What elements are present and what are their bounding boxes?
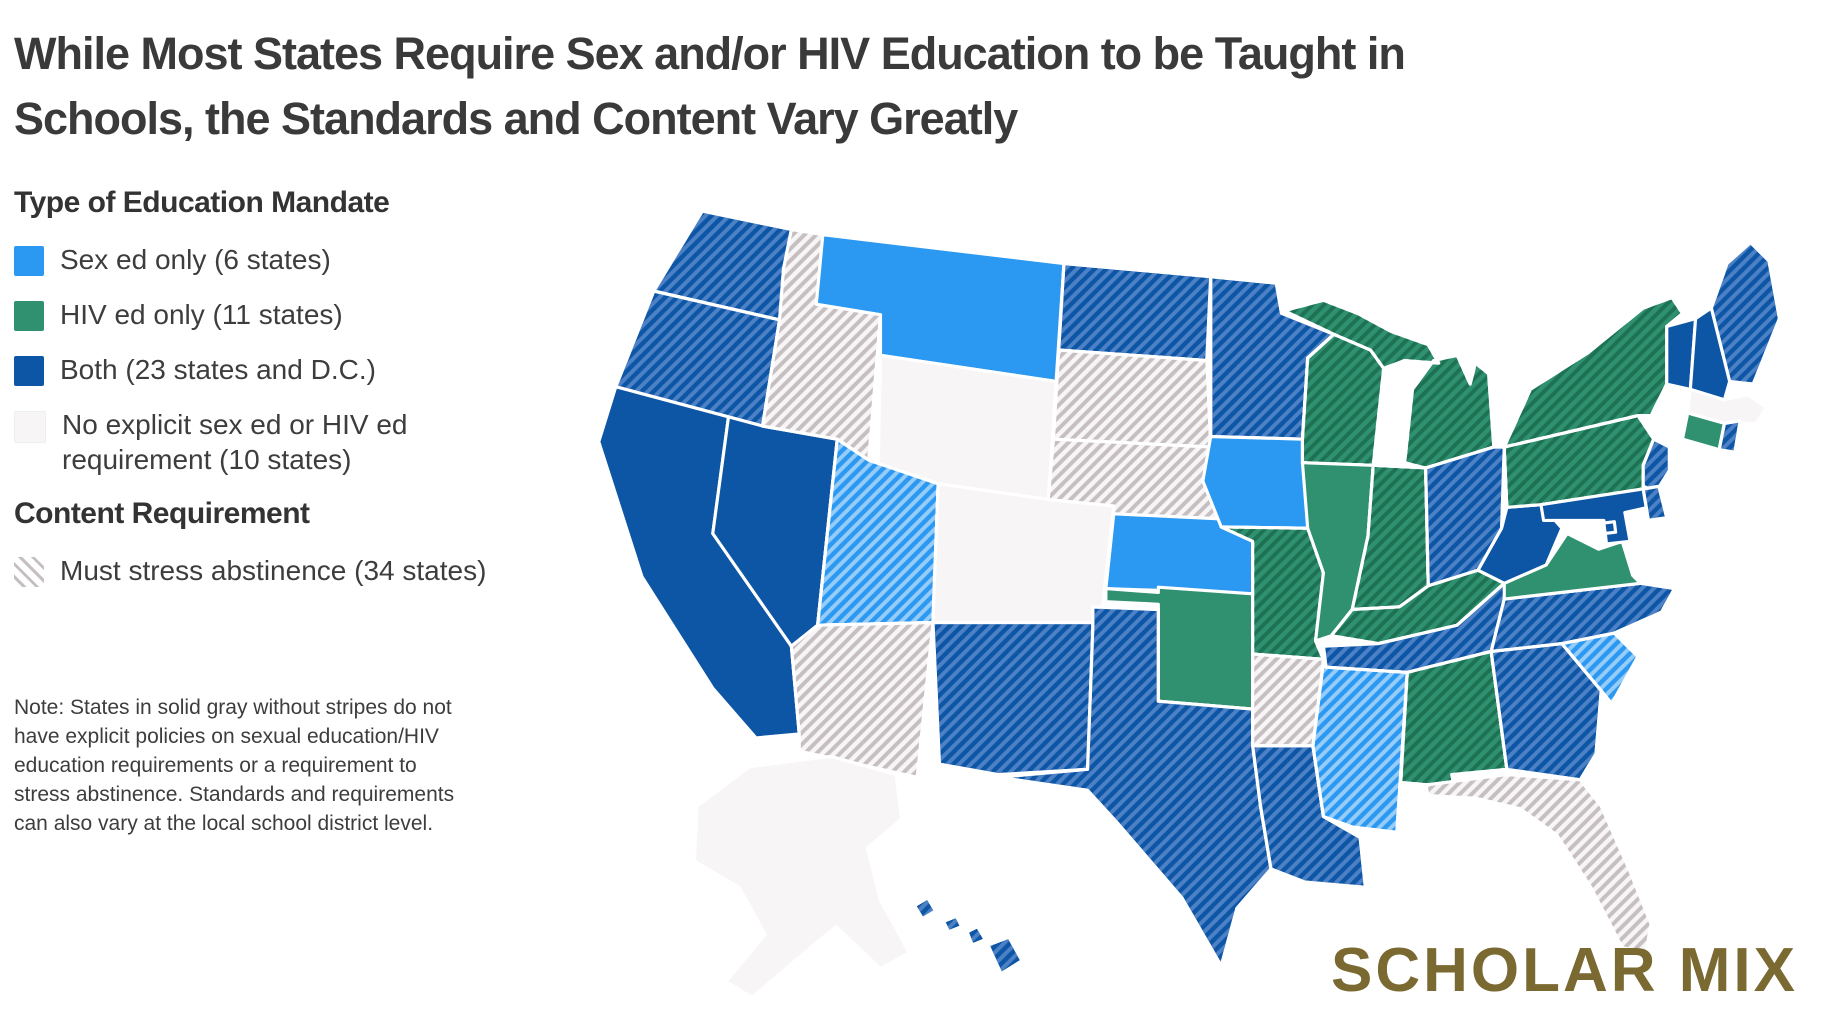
sex-ed-only-label: Sex ed only (6 states) bbox=[60, 244, 331, 275]
state-stripes-KY bbox=[1331, 570, 1505, 644]
hiv-ed-only-swatch bbox=[14, 301, 44, 331]
state-stripes-ID bbox=[762, 229, 881, 461]
scholar-mix-logo: SCHOLAR MIX bbox=[1331, 936, 1798, 1005]
legend-item-hiv-ed-only: HIV ed only (11 states) bbox=[14, 297, 534, 332]
state-AK bbox=[692, 754, 911, 999]
state-stripes-SC bbox=[1561, 633, 1638, 704]
abstinence-hatch-swatch bbox=[14, 557, 44, 587]
legend-mandate-header: Type of Education Mandate bbox=[14, 186, 390, 219]
state-outline-DE bbox=[1641, 484, 1669, 522]
legend-item-both: Both (23 states and D.C.) bbox=[14, 352, 534, 387]
state-stripes-MN bbox=[1210, 276, 1334, 440]
state-stripes-LA bbox=[1252, 745, 1366, 888]
legend-content-header: Content Requirement bbox=[14, 497, 310, 530]
footnote: Note: States in solid gray without strip… bbox=[14, 696, 455, 835]
sex-ed-only-swatch bbox=[14, 246, 44, 276]
state-outline-NY bbox=[1502, 296, 1685, 449]
no-requirement-label: No explicit sex ed or HIV ed requirement… bbox=[62, 409, 408, 475]
state-IA bbox=[1201, 434, 1318, 530]
state-stripes-NC bbox=[1491, 583, 1675, 652]
state-outline-FL bbox=[1424, 773, 1653, 955]
state-stripes-NM bbox=[932, 622, 1101, 775]
abstinence-label: Must stress abstinence (34 states) bbox=[60, 555, 487, 586]
state-stripes-ME bbox=[1711, 242, 1780, 385]
state-stripes-WI bbox=[1302, 334, 1384, 466]
state-stripes-WA bbox=[653, 211, 792, 320]
state-stripes-MS bbox=[1312, 661, 1408, 833]
state-stripes-ND bbox=[1058, 263, 1211, 361]
state-outline-NC bbox=[1489, 581, 1677, 654]
legend-item-abstinence: Must stress abstinence (34 states) bbox=[14, 553, 534, 588]
state-DC bbox=[1602, 520, 1618, 536]
legend: Type of Education Mandate Sex ed only (6… bbox=[14, 186, 534, 608]
state-outline-TX bbox=[996, 605, 1273, 968]
state-outline-ME bbox=[1709, 241, 1782, 386]
state-stripes-NY bbox=[1504, 297, 1683, 448]
state-stripes-NE bbox=[1048, 439, 1253, 521]
state-stripes-SD bbox=[1053, 350, 1211, 448]
no-requirement-swatch bbox=[14, 411, 46, 443]
state-stripes-AL bbox=[1400, 651, 1507, 791]
legend-item-no-requirement: No explicit sex ed or HIV ed requirement… bbox=[14, 407, 534, 477]
state-stripes-MI bbox=[1284, 300, 1494, 468]
us-map-svg bbox=[597, 209, 1782, 999]
state-outline-RI bbox=[1717, 419, 1742, 454]
state-stripes-TX bbox=[998, 606, 1272, 966]
state-stripes-MO bbox=[1221, 526, 1324, 660]
both-swatch bbox=[14, 356, 44, 386]
state-stripes-AZ bbox=[791, 622, 933, 778]
state-outline-HI bbox=[912, 896, 1024, 976]
state-stripes-AR bbox=[1252, 654, 1324, 746]
state-stripes-GA bbox=[1491, 643, 1602, 780]
page-title: While Most States Require Sex and/or HIV… bbox=[14, 28, 1406, 144]
both-label: Both (23 states and D.C.) bbox=[60, 354, 376, 385]
state-stripes-OH bbox=[1425, 447, 1505, 586]
legend-item-sex-ed-only: Sex ed only (6 states) bbox=[14, 242, 534, 277]
hiv-ed-only-label: HIV ed only (11 states) bbox=[60, 299, 343, 330]
state-stripes-OR bbox=[615, 291, 780, 427]
state-stripes-HI bbox=[914, 897, 1023, 974]
state-NH bbox=[1688, 306, 1732, 402]
state-stripes-TN bbox=[1323, 583, 1531, 673]
state-stripes-UT bbox=[817, 439, 939, 626]
state-stripes-FL bbox=[1425, 774, 1652, 953]
us-choropleth-map bbox=[566, 190, 1824, 1026]
